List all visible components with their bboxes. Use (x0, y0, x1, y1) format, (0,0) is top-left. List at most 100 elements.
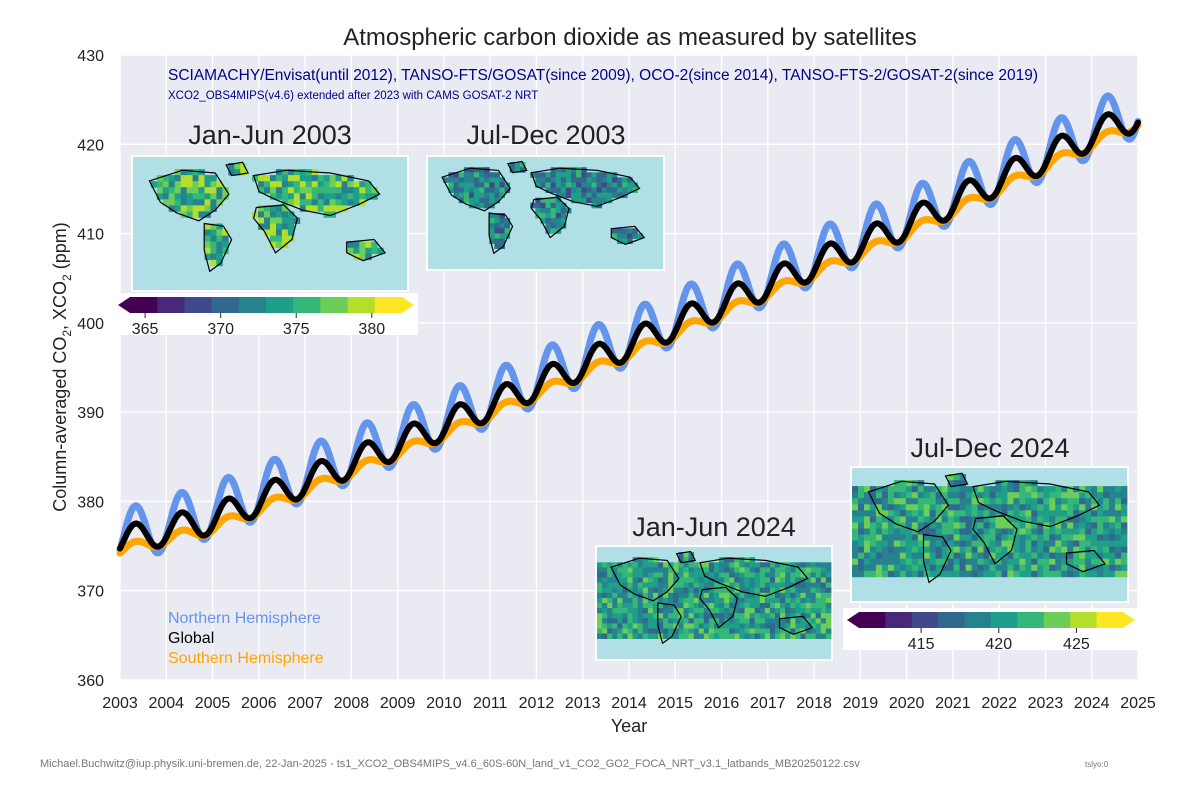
map-cell (1073, 498, 1080, 505)
map-cell (714, 562, 720, 568)
map-cell (560, 192, 567, 199)
map-cell (1013, 510, 1020, 517)
y-tick-label: 410 (77, 227, 104, 244)
map-cell (622, 633, 628, 639)
map-cell (810, 567, 817, 573)
map-cell (800, 582, 806, 589)
map-cell (749, 582, 756, 589)
map-cell (893, 534, 901, 541)
map-cell (739, 567, 745, 573)
map-cell (1073, 546, 1080, 553)
map-cell (494, 182, 500, 188)
map-cell (864, 528, 871, 535)
map-cell (810, 582, 817, 589)
map-cell (929, 504, 937, 511)
map-cell (693, 597, 700, 604)
map-cell (1019, 552, 1026, 559)
map-cell (719, 572, 725, 578)
map-cell (959, 522, 966, 529)
map-cell (597, 613, 603, 619)
map-cell (305, 175, 313, 182)
map-cell (1061, 528, 1068, 535)
map-cell (1019, 516, 1026, 523)
map-cell (663, 633, 669, 639)
map-cell (810, 577, 817, 583)
map-cell (790, 603, 796, 609)
map-cell (864, 558, 871, 566)
map-cell (1043, 534, 1050, 541)
map-cell (1067, 510, 1074, 517)
colorbar-min-arrow (118, 297, 130, 313)
map-cell (1079, 522, 1086, 529)
map-cell (204, 175, 211, 182)
map-cell (754, 603, 761, 609)
map-cell (174, 193, 182, 200)
map-cell (1025, 528, 1032, 535)
map-cell (754, 567, 761, 573)
map-cell (468, 182, 475, 188)
map-cell (642, 587, 649, 594)
map-cell (198, 199, 205, 206)
map-cell (1067, 486, 1074, 493)
map-cell (1013, 492, 1020, 499)
map-cell (311, 199, 319, 206)
map-cell (805, 597, 812, 604)
map-cell (714, 628, 720, 634)
coastline (148, 169, 230, 222)
map-cell (597, 628, 603, 634)
map-cell (719, 618, 725, 624)
map-cell (790, 587, 796, 594)
map-cell (264, 205, 271, 212)
map-cell (739, 628, 745, 634)
map-cell (1091, 498, 1098, 505)
map-cell (632, 233, 638, 239)
map-cell (484, 182, 490, 188)
map-cell (693, 572, 700, 578)
map-cell (805, 603, 812, 609)
map-cell (995, 558, 1002, 566)
map-cell (1061, 498, 1068, 505)
map-cell (893, 564, 901, 572)
map-cell (596, 172, 603, 178)
map-cell (474, 192, 480, 199)
map-cell (186, 181, 193, 188)
map-cell (1055, 552, 1062, 559)
map-cell (299, 199, 307, 206)
map-cell (612, 603, 618, 609)
map-cell (759, 572, 766, 578)
map-cell (550, 177, 557, 183)
map-cell (1073, 552, 1080, 559)
map-cell (504, 218, 511, 224)
map-cell (474, 182, 480, 188)
map-cell (1097, 540, 1104, 547)
map-cell (858, 546, 865, 553)
map-cell (317, 181, 325, 188)
map-cell (1073, 540, 1080, 547)
map-cell (959, 510, 966, 517)
map-cell (673, 623, 679, 629)
map-cell (739, 562, 745, 568)
map-cell (688, 582, 695, 589)
map-cell (929, 498, 937, 505)
map-cell (800, 623, 806, 629)
map-cell (1085, 528, 1092, 535)
map-cell (468, 172, 475, 178)
map-cell (1121, 534, 1128, 541)
map-cell (965, 558, 972, 566)
map-cell (602, 597, 608, 604)
map-cell (815, 562, 822, 568)
map-cell (287, 199, 295, 206)
map-cell (1103, 522, 1110, 529)
map-cell (264, 181, 271, 188)
map-cell (775, 613, 781, 619)
map-cell (790, 618, 796, 624)
map-cell (770, 562, 776, 568)
coastline (610, 557, 680, 602)
map-cell (734, 562, 740, 568)
map-cell (565, 182, 572, 188)
map-cell (276, 217, 283, 224)
map-cell (869, 504, 877, 511)
map-cell (545, 182, 551, 188)
map-cell (714, 592, 720, 599)
map-cell (815, 597, 822, 604)
